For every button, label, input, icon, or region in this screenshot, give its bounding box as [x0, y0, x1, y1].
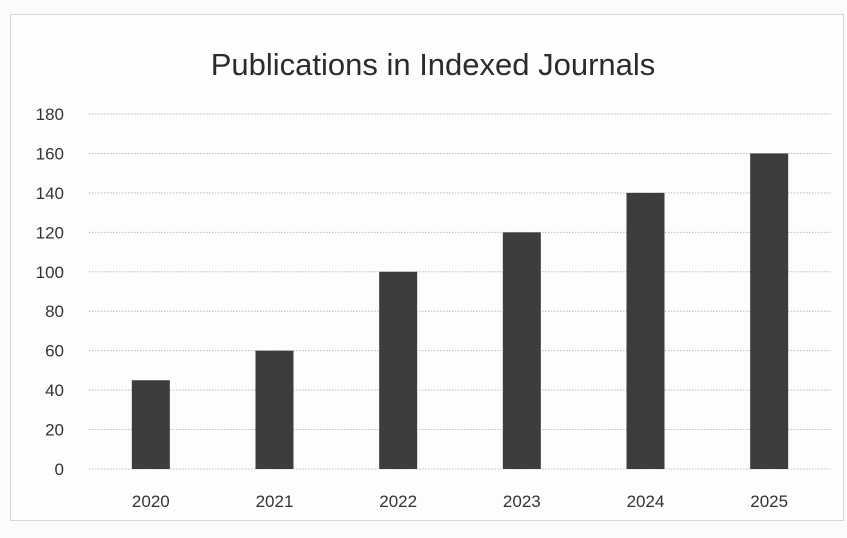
bar-2024 — [626, 192, 665, 469]
x-tick-label: 2025 — [750, 492, 788, 511]
bar-2022 — [379, 271, 418, 469]
chart-title: Publications in Indexed Journals — [211, 47, 656, 82]
bar-2023 — [502, 232, 541, 469]
bar-chart: Publications in Indexed Journals 0 20 40 60… — [36, 47, 831, 511]
bars — [131, 153, 789, 469]
bar-2020 — [131, 380, 170, 469]
y-tick-label: 160 — [36, 144, 64, 163]
y-tick-label: 20 — [45, 421, 64, 440]
y-tick-label: 100 — [36, 263, 64, 282]
y-tick-label: 0 — [55, 460, 64, 479]
x-tick-label: 2023 — [503, 492, 541, 511]
y-tick-label: 120 — [36, 223, 64, 242]
x-axis-ticks: 2020 2021 2022 2023 2024 2025 — [132, 492, 788, 511]
y-tick-label: 60 — [45, 342, 64, 361]
y-tick-label: 80 — [45, 302, 64, 321]
x-tick-label: 2021 — [256, 492, 294, 511]
x-tick-label: 2020 — [132, 492, 170, 511]
x-tick-label: 2024 — [627, 492, 665, 511]
y-tick-label: 140 — [36, 184, 64, 203]
x-tick-label: 2022 — [379, 492, 417, 511]
chart-frame: Publications in Indexed Journals 0 20 40 60… — [10, 14, 844, 521]
bar-2025 — [750, 153, 789, 469]
gridlines — [89, 113, 831, 470]
y-axis-ticks: 0 20 40 60 80 100 120 140 160 180 — [36, 105, 64, 479]
y-tick-label: 40 — [45, 381, 64, 400]
bar-2021 — [255, 350, 294, 469]
y-tick-label: 180 — [36, 105, 64, 124]
